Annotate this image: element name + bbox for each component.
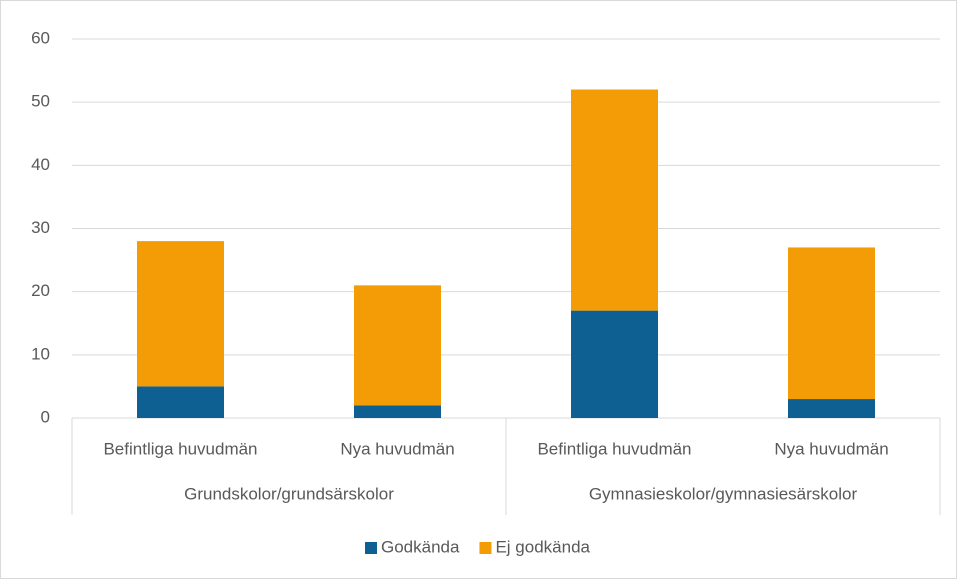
- y-tick-label: 50: [31, 92, 50, 111]
- y-tick-label: 30: [31, 218, 50, 237]
- x-tick-label: Befintliga huvudmän: [537, 439, 691, 458]
- y-tick-label: 0: [41, 407, 50, 426]
- legend-swatch: [479, 542, 492, 554]
- bar-segment: [788, 399, 875, 418]
- bar-segment: [354, 405, 441, 418]
- y-tick-label: 60: [31, 28, 50, 47]
- group-label: Grundskolor/grundsärskolor: [184, 484, 394, 503]
- bar-segment: [137, 241, 224, 387]
- x-tick-label: Nya huvudmän: [340, 439, 454, 458]
- y-tick-label: 10: [31, 344, 50, 363]
- x-tick-label: Befintliga huvudmän: [103, 439, 257, 458]
- x-tick-label: Nya huvudmän: [774, 439, 888, 458]
- legend-label: Godkända: [381, 537, 460, 556]
- group-label: Gymnasieskolor/gymnasiesärskolor: [589, 484, 858, 503]
- legend-swatch: [365, 542, 378, 554]
- bar-segment: [571, 89, 658, 311]
- y-tick-label: 20: [31, 281, 50, 300]
- y-tick-label: 40: [31, 155, 50, 174]
- legend-label: Ej godkända: [495, 537, 590, 556]
- bar-segment: [571, 310, 658, 418]
- bar-segment: [354, 285, 441, 406]
- bar-segment: [137, 386, 224, 418]
- bar-segment: [788, 247, 875, 400]
